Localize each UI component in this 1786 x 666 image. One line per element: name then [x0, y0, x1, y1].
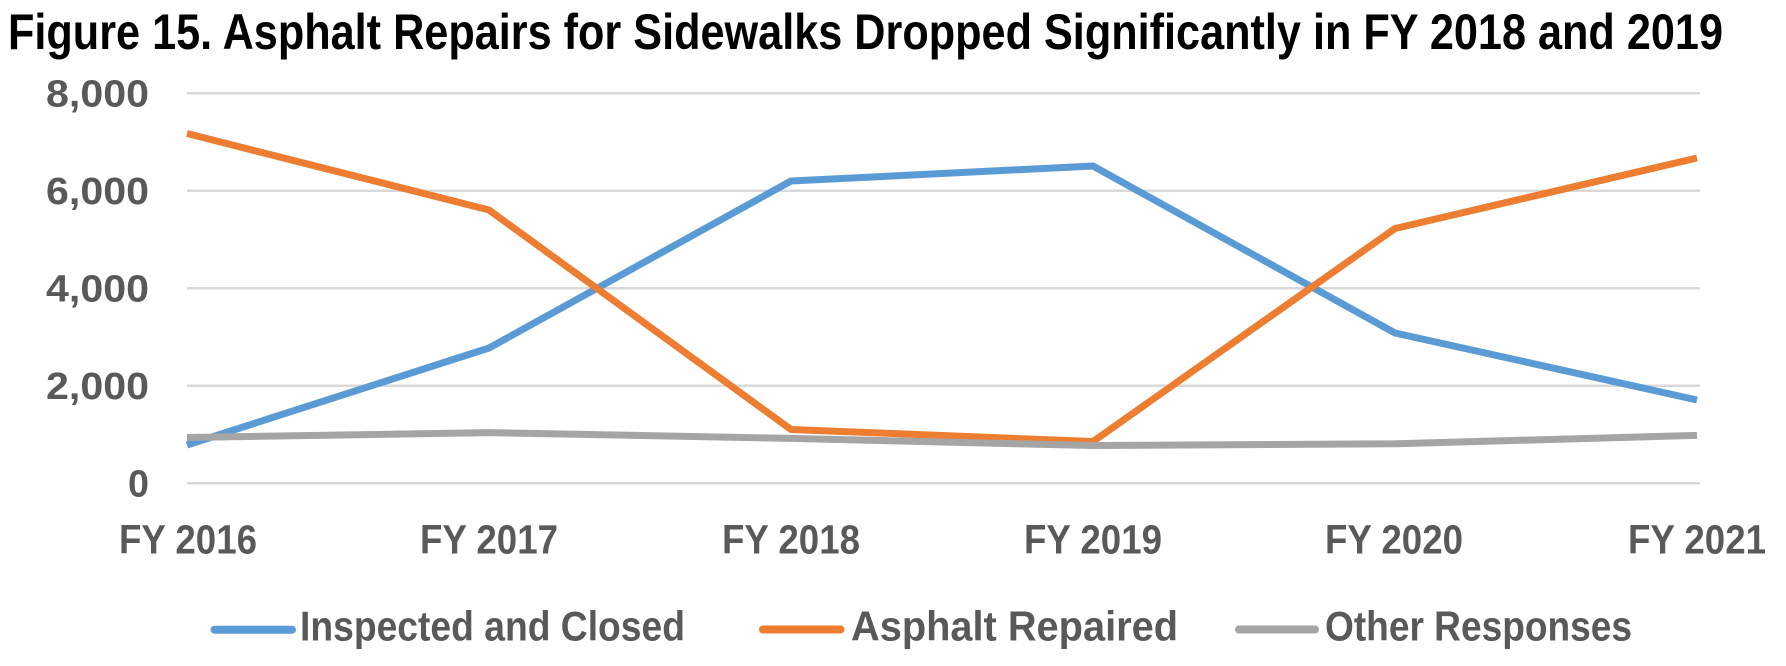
svg-text:FY 2021: FY 2021	[1628, 516, 1766, 562]
svg-text:2,000: 2,000	[46, 366, 149, 408]
svg-text:Inspected and Closed: Inspected and Closed	[300, 603, 685, 650]
svg-text:Figure 15. Asphalt Repairs for: Figure 15. Asphalt Repairs for Sidewalks…	[8, 4, 1723, 60]
svg-text:FY 2019: FY 2019	[1024, 516, 1162, 562]
svg-text:0: 0	[128, 464, 149, 506]
svg-text:6,000: 6,000	[46, 171, 149, 213]
svg-text:FY 2016: FY 2016	[119, 516, 257, 562]
svg-text:FY 2018: FY 2018	[722, 516, 860, 562]
svg-text:8,000: 8,000	[46, 74, 149, 116]
svg-text:FY 2017: FY 2017	[420, 516, 558, 562]
svg-text:FY 2020: FY 2020	[1325, 516, 1463, 562]
svg-text:Asphalt Repaired: Asphalt Repaired	[851, 603, 1178, 650]
svg-text:4,000: 4,000	[46, 269, 149, 311]
svg-text:Other Responses: Other Responses	[1325, 603, 1632, 650]
